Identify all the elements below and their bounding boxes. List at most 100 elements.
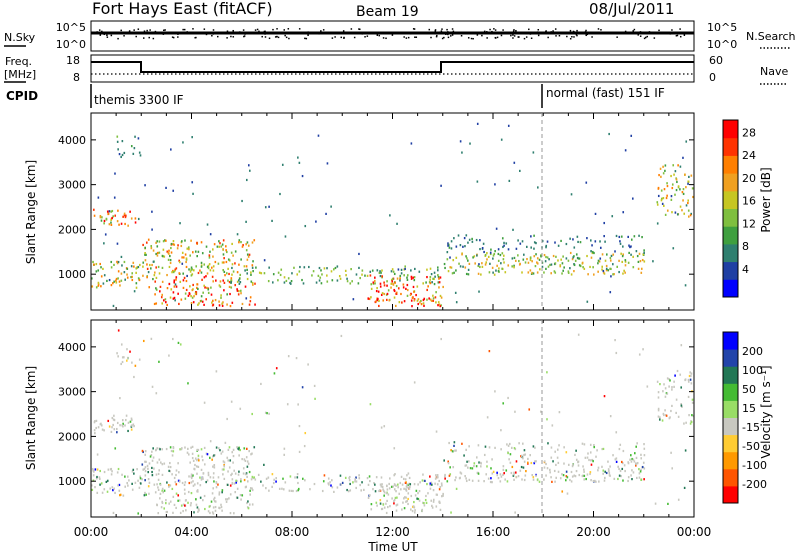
range-gate-cell [594, 240, 597, 243]
range-gate-cell [675, 398, 678, 401]
range-gate-cell [560, 258, 562, 261]
range-gate-cell [671, 186, 674, 190]
range-gate-cell [349, 489, 352, 492]
range-gate-cell [240, 292, 242, 295]
range-gate-cell [684, 284, 687, 287]
range-gate-cell [405, 500, 407, 503]
range-gate-cell [198, 302, 200, 305]
range-gate-cell [244, 486, 247, 489]
range-gate-cell [293, 266, 295, 269]
range-gate-cell [383, 281, 385, 284]
range-gate-cell [471, 479, 474, 482]
range-gate-cell [502, 254, 505, 257]
range-gate-cell [113, 263, 115, 267]
range-gate-cell [664, 395, 667, 398]
range-gate-cell [394, 281, 396, 284]
range-gate-cell [212, 455, 214, 458]
range-gate-cell [326, 274, 328, 277]
range-gate-cell [594, 479, 596, 483]
range-gate-cell [157, 478, 160, 481]
range-gate-cell [182, 503, 185, 506]
range-gate-cell [630, 245, 632, 248]
range-gate-cell [221, 304, 224, 307]
range-gate-cell [504, 478, 506, 481]
range-gate-cell [426, 298, 428, 301]
range-gate-cell [609, 465, 611, 468]
range-gate-cell [589, 265, 591, 269]
range-gate-cell [244, 473, 247, 476]
noise-dot [412, 28, 415, 30]
range-gate-cell [358, 474, 360, 477]
range-gate-cell [139, 154, 142, 157]
range-gate-cell [545, 267, 547, 270]
noise-dot [94, 31, 97, 34]
range-gate-cell [688, 175, 690, 179]
range-gate-cell [294, 476, 296, 479]
range-gate-cell [234, 284, 237, 287]
range-gate-cell [552, 460, 554, 463]
range-gate-cell [213, 463, 216, 467]
range-gate-cell [131, 488, 134, 491]
range-gate-cell [612, 263, 614, 266]
range-gate-cell [381, 485, 384, 489]
range-gate-cell [559, 477, 562, 480]
range-gate-cell [614, 338, 616, 342]
range-gate-cell [371, 269, 374, 272]
range-gate-cell [630, 454, 632, 457]
range-gate-cell [197, 457, 200, 460]
noise-dot [216, 35, 219, 38]
range-gate-cell [358, 266, 360, 270]
range-gate-cell [307, 363, 309, 366]
range-gate-cell [465, 272, 468, 276]
range-gate-cell [177, 479, 180, 482]
range-gate-cell [96, 468, 99, 471]
noise-dot [691, 32, 693, 35]
range-gate-cell [538, 480, 541, 483]
noise-dot [537, 28, 540, 31]
range-gate-cell [156, 461, 159, 464]
range-gate-cell [393, 447, 396, 450]
range-gate-cell [406, 283, 409, 287]
nave-tick-top: 60 [709, 54, 723, 67]
range-gate-cell [221, 302, 223, 305]
range-gate-cell [627, 235, 629, 239]
range-gate-cell [483, 453, 486, 457]
range-gate-cell [226, 456, 229, 459]
range-gate-cell [243, 458, 246, 461]
range-gate-cell [166, 481, 168, 484]
range-gate-cell [206, 479, 209, 482]
range-gate-cell [150, 454, 153, 457]
range-gate-cell [374, 490, 377, 493]
range-gate-cell [560, 239, 562, 243]
noise-dot [264, 36, 267, 38]
range-gate-cell [344, 269, 347, 272]
range-gate-cell [468, 460, 470, 463]
range-gate-cell [479, 461, 482, 464]
range-gate-cell [441, 495, 443, 498]
noise-dot [116, 32, 119, 34]
range-gate-cell [188, 248, 190, 251]
noise-dot [143, 30, 146, 32]
range-gate-cell [116, 260, 118, 263]
range-gate-cell [437, 269, 439, 272]
range-gate-cell [122, 422, 124, 425]
range-gate-cell [315, 281, 318, 284]
range-gate-cell [554, 480, 556, 483]
range-gate-cell [687, 199, 690, 202]
noise-panel: N.Sky 10^5 10^0 10^5 10^0 N.Search [4, 20, 796, 52]
range-gate-cell [213, 466, 216, 469]
range-gate-cell [412, 505, 415, 508]
range-gate-cell [685, 186, 687, 189]
range-gate-cell [192, 480, 194, 483]
range-gate-cell [513, 471, 515, 474]
range-gate-cell [389, 214, 391, 217]
range-gate-cell [207, 510, 210, 513]
range-gate-cell [507, 264, 510, 267]
range-gate-cell [464, 475, 466, 478]
range-gate-cell [523, 478, 526, 482]
range-gate-cell [164, 239, 166, 242]
range-gate-cell [99, 214, 102, 218]
range-gate-cell [619, 242, 622, 245]
range-gate-cell [620, 475, 622, 478]
range-gate-cell [134, 364, 137, 367]
